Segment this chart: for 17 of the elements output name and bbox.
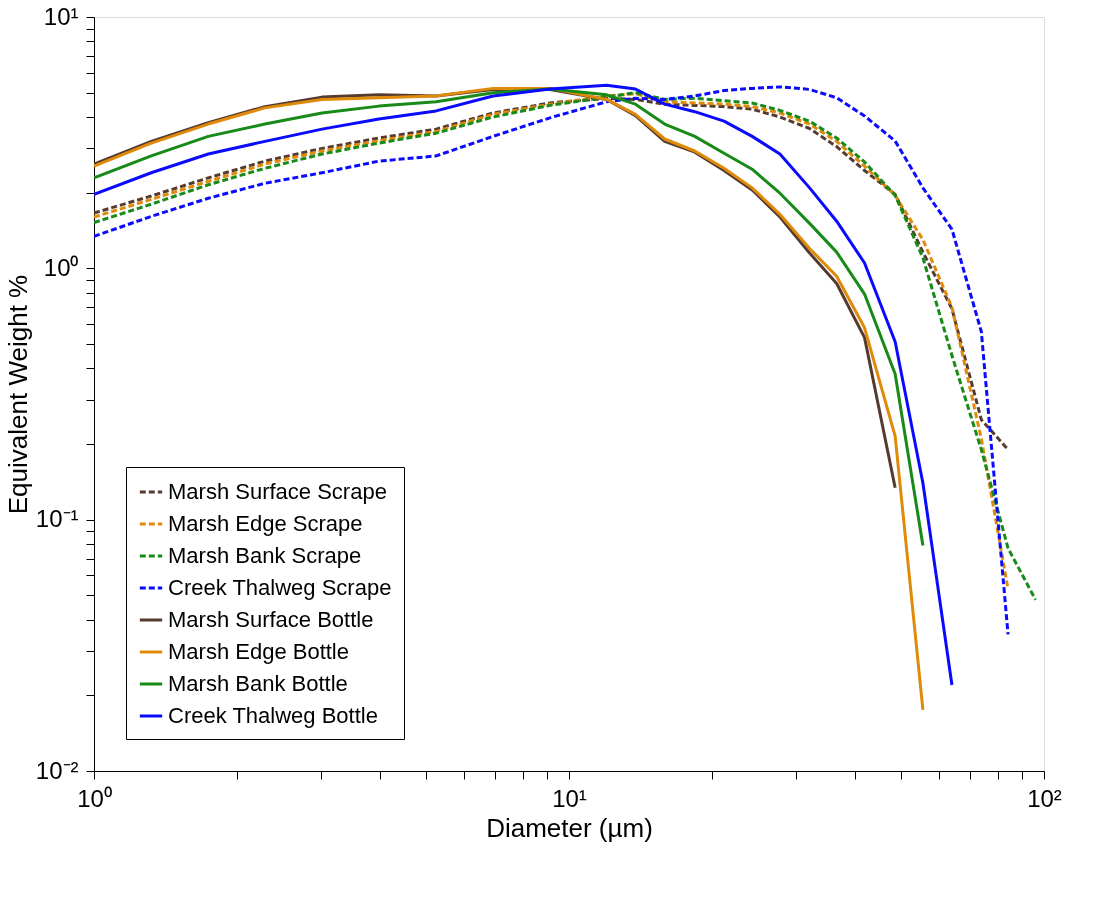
x-tick-label: 10¹ [552, 784, 587, 812]
x-tick-label: 10⁰ [77, 784, 112, 812]
legend-label: Marsh Surface Scrape [168, 479, 387, 504]
y-tick-label: 10⁻¹ [35, 505, 79, 533]
legend-label: Creek Thalweg Scrape [168, 575, 392, 600]
x-axis-title: Diameter (µm) [486, 812, 653, 843]
legend-label: Marsh Edge Scrape [168, 511, 363, 536]
legend-label: Creek Thalweg Bottle [168, 703, 378, 728]
x-tick-label: 10² [1027, 784, 1062, 812]
y-tick-label: 10⁰ [43, 253, 79, 281]
legend-label: Marsh Bank Bottle [168, 671, 348, 696]
y-tick-label: 10⁻² [35, 756, 79, 784]
legend-label: Marsh Surface Bottle [168, 607, 374, 632]
legend-label: Marsh Bank Scrape [168, 543, 362, 568]
y-axis-title: Equivalent Weight % [2, 274, 33, 515]
legend-label: Marsh Edge Bottle [168, 639, 349, 664]
y-tick-label: 10¹ [43, 2, 79, 30]
